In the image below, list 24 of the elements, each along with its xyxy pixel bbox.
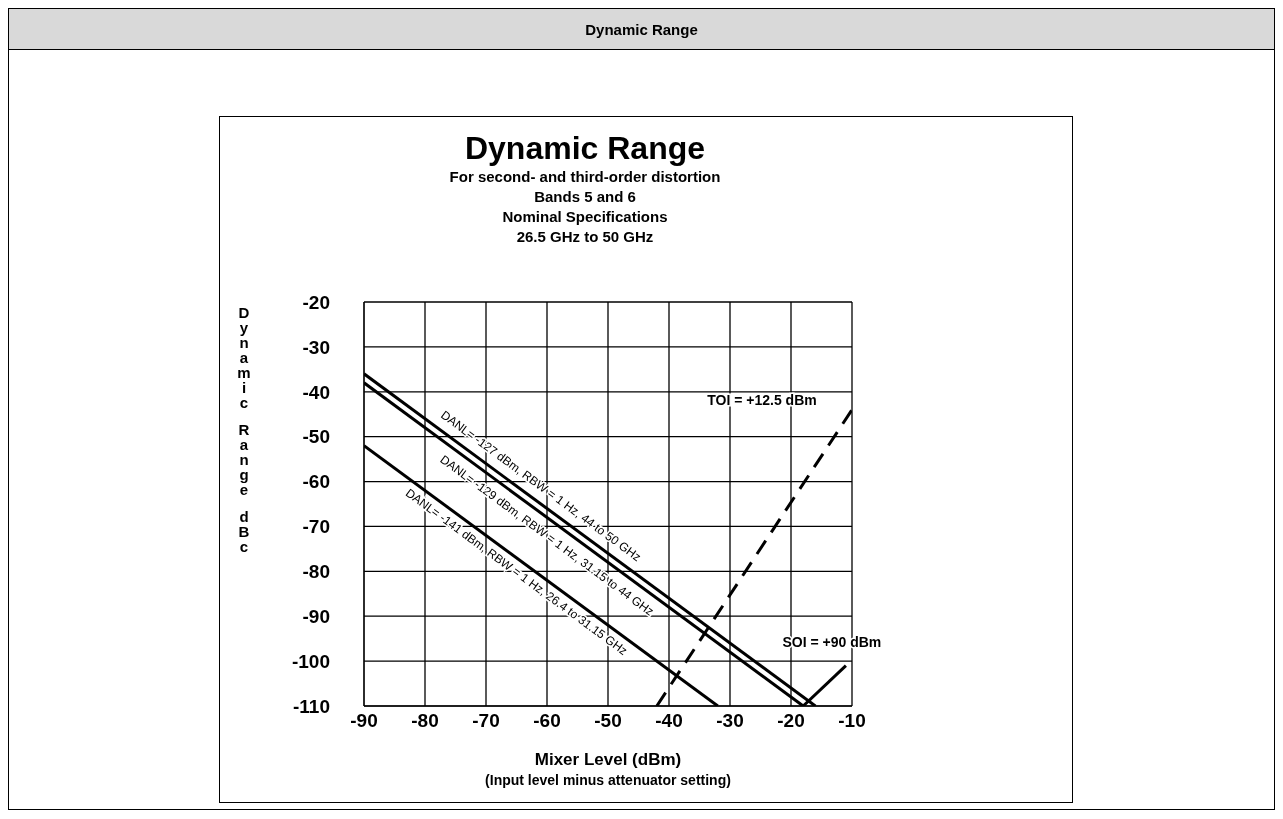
y-tick-label: -100 xyxy=(291,650,330,672)
x-tick-label: -20 xyxy=(777,710,805,732)
y-tick-label: -90 xyxy=(302,605,330,627)
chart-title: Dynamic Range xyxy=(463,129,707,167)
chart-subtitle: For second- and third-order distortion Bands 5 and 6 Nominal Specifications 26.5 GHz to 50 GHz xyxy=(448,167,722,247)
x-tick-label: -80 xyxy=(411,710,439,732)
x-tick-label: -30 xyxy=(716,710,744,732)
y-tick-label: -110 xyxy=(293,695,330,717)
y-tick-label: -30 xyxy=(302,336,330,358)
x-tick-label: -50 xyxy=(594,710,622,732)
y-tick-label: -80 xyxy=(302,561,330,583)
x-tick-label: -40 xyxy=(655,710,683,732)
y-tick-label: -70 xyxy=(302,516,330,538)
x-tick-label: -70 xyxy=(472,710,500,732)
x-tick-label: -90 xyxy=(350,710,378,732)
x-axis-title: Mixer Level (dBm) (Input level minus attenuator setting) xyxy=(484,750,732,790)
y-tick-label: -40 xyxy=(302,381,330,403)
y-tick-label: -60 xyxy=(302,471,330,493)
x-tick-label: -10 xyxy=(838,710,866,732)
text: Dynamic Range xyxy=(585,20,698,38)
text: Dynamic Range dBc xyxy=(237,304,251,555)
y-tick-label: -50 xyxy=(302,426,330,448)
y-tick-label: -20 xyxy=(302,291,330,313)
x-tick-label: -60 xyxy=(533,710,561,732)
